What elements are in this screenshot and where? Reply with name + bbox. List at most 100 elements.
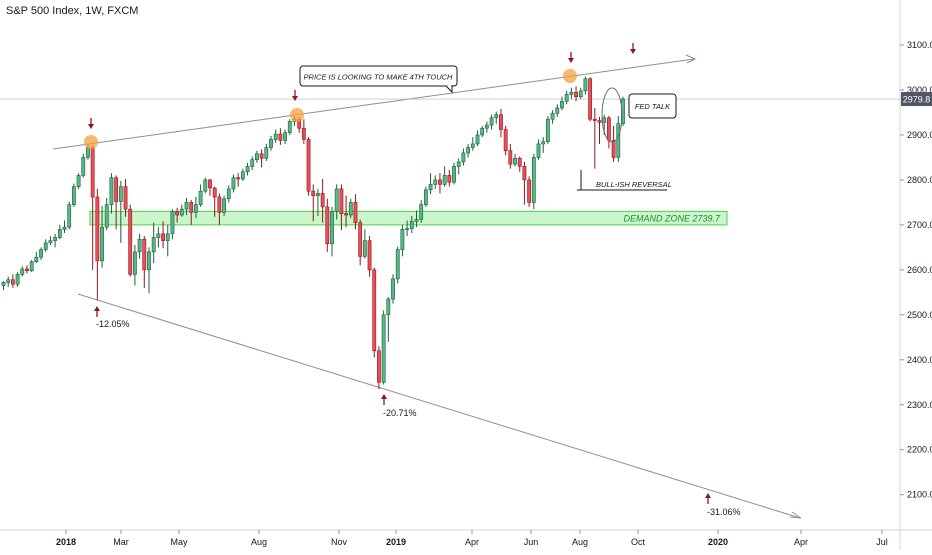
candle-body xyxy=(330,211,334,245)
candle-body xyxy=(381,314,386,383)
candle-body xyxy=(20,268,25,275)
candle-body xyxy=(353,202,358,223)
candle-body xyxy=(259,153,264,159)
candle-body xyxy=(466,147,471,154)
candle-body xyxy=(287,121,292,133)
candle-body xyxy=(616,123,621,158)
candle-body xyxy=(226,188,231,200)
candle-body xyxy=(470,143,475,148)
candle-body xyxy=(344,213,348,216)
callout-fed-box xyxy=(628,93,677,119)
candle-body xyxy=(245,166,250,173)
candle-body xyxy=(39,249,43,258)
candle-body xyxy=(151,237,156,253)
fed-talk-ellipse xyxy=(601,87,623,143)
candle-body xyxy=(25,268,29,272)
candle-body xyxy=(236,177,241,180)
candle-body xyxy=(90,147,95,198)
callout-resistance-text: PRICE IS LOOKING TO MAKE 4TH TOUCH xyxy=(304,73,453,82)
candle-body xyxy=(358,222,363,257)
candle-body xyxy=(142,238,147,271)
callout-resistance-box xyxy=(299,65,458,87)
candle-body xyxy=(161,233,165,241)
candle-body xyxy=(170,211,175,235)
candle-body xyxy=(189,202,194,213)
candle-body xyxy=(283,132,287,141)
candle-body xyxy=(560,100,564,109)
pct-label: -31.06% xyxy=(707,507,741,517)
candle-body xyxy=(489,117,494,126)
candle-body xyxy=(475,134,480,145)
candle-body xyxy=(578,90,583,98)
candle-body xyxy=(597,120,602,123)
candle-body xyxy=(452,166,456,183)
touch-marker xyxy=(290,108,304,122)
upper-trendline-arrowhead xyxy=(685,54,697,64)
candle-body xyxy=(419,204,424,220)
candle-body xyxy=(81,157,86,176)
candle-body xyxy=(175,211,180,216)
last-price-value: 2979.8 xyxy=(903,94,931,104)
upper-trendline xyxy=(52,58,695,150)
candle-body xyxy=(6,279,11,283)
candle-body xyxy=(57,229,62,238)
bullish-reversal-label: BULL-ISH REVERSAL xyxy=(596,180,672,189)
time-tick-label: Oct xyxy=(631,537,646,547)
candle-body xyxy=(621,98,625,124)
candle-body xyxy=(602,117,607,123)
price-tick-label: 2300.0 xyxy=(907,400,932,410)
candle-body xyxy=(133,251,137,275)
candle-body xyxy=(339,188,344,214)
candle-body xyxy=(367,240,372,271)
price-tick-label: 3000.0 xyxy=(907,85,932,95)
candle-body xyxy=(428,184,433,191)
candle-body xyxy=(250,159,255,167)
candle-body xyxy=(255,153,259,160)
price-tick-label: 2200.0 xyxy=(907,445,932,455)
price-tick-label: 2700.0 xyxy=(907,220,932,230)
price-tick-label: 2900.0 xyxy=(907,130,932,140)
candle-body xyxy=(550,113,555,120)
candle-body xyxy=(86,147,90,158)
candle-body xyxy=(433,179,438,185)
candle-body xyxy=(76,175,81,187)
candle-body xyxy=(447,175,452,183)
candle-body xyxy=(179,208,184,216)
candle-body xyxy=(414,219,419,222)
lower-trendline-arrowhead xyxy=(789,511,802,519)
candle-body xyxy=(386,298,391,316)
candle-body xyxy=(301,127,306,140)
candle-body xyxy=(592,118,597,121)
candle-body xyxy=(508,150,513,165)
candle-body xyxy=(564,94,569,102)
candle-body xyxy=(109,177,114,205)
demand-zone-label: DEMAND ZONE 2739.7 xyxy=(623,214,721,224)
candle-body xyxy=(273,133,278,140)
callout-resistance-tail xyxy=(445,85,453,94)
candle-body xyxy=(583,78,588,92)
candle-body xyxy=(137,238,142,253)
candle-body xyxy=(29,261,34,272)
time-tick-label: Apr xyxy=(465,537,479,547)
candle-body xyxy=(1,282,6,286)
candle-body xyxy=(456,161,461,167)
candle-body xyxy=(503,129,508,151)
candle-body xyxy=(184,202,189,210)
candle-body xyxy=(95,196,100,262)
candle-body xyxy=(311,190,316,196)
candle-body xyxy=(362,240,367,257)
candle-body xyxy=(104,204,109,228)
candle-body xyxy=(325,206,330,245)
up-arrow-head xyxy=(705,493,711,498)
candle-body xyxy=(461,152,466,163)
candle-body xyxy=(320,193,325,208)
candle-body xyxy=(222,198,226,213)
lower-trendline xyxy=(77,293,801,519)
candle-body xyxy=(438,179,442,185)
candle-body xyxy=(480,127,485,136)
price-tick-label: 2500.0 xyxy=(907,310,932,320)
candle-body xyxy=(377,350,381,383)
candle-body xyxy=(541,141,546,145)
candle-body xyxy=(522,166,527,181)
